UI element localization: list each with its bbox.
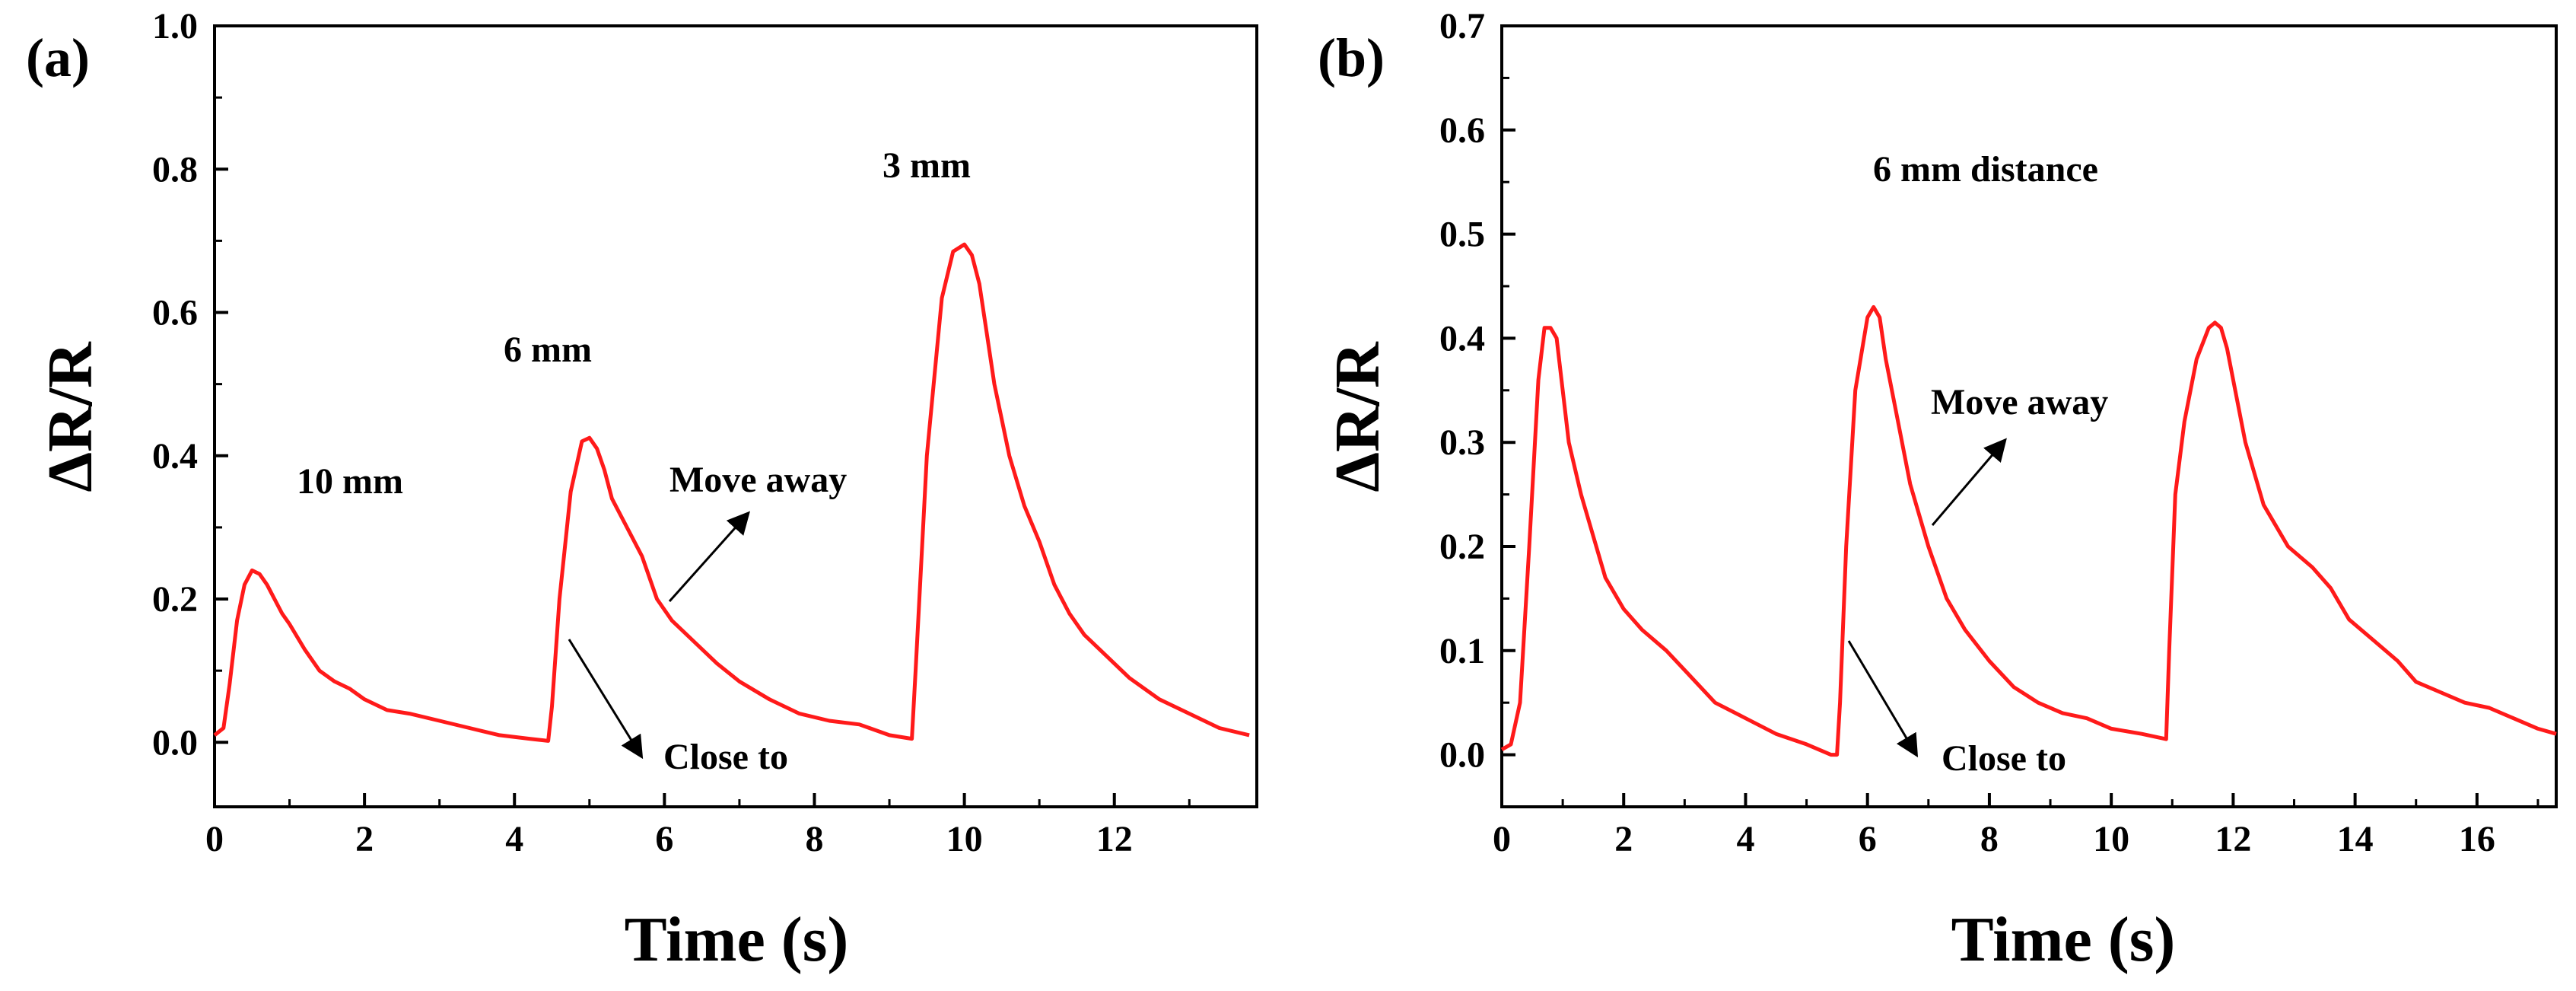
panel-label-a: (a) — [26, 27, 90, 88]
x-axis-ticks-b — [1500, 793, 2539, 807]
arrow-move-away-a — [668, 511, 751, 603]
y-tick-label: 1.0 — [152, 6, 198, 46]
annotation-6mm-distance: 6 mm distance — [1873, 149, 2098, 190]
y-tick-labels-b: 0.0 0.1 0.2 0.3 0.4 0.5 0.6 0.7 — [1439, 6, 1485, 776]
annotation-10mm: 10 mm — [297, 461, 403, 502]
annotation-move-away-a: Move away — [669, 460, 847, 500]
y-axis-ticks-a — [215, 24, 228, 744]
y-tick-label: 0.0 — [1439, 735, 1485, 776]
annotation-6mm-a: 6 mm — [504, 330, 592, 370]
x-tick-label: 10 — [946, 819, 983, 859]
x-tick-label: 2 — [355, 819, 374, 859]
arrow-close-to-b — [1847, 640, 1919, 758]
y-tick-labels-a: 0.0 0.2 0.4 0.6 0.8 1.0 — [152, 6, 198, 763]
annotation-close-to-b: Close to — [1942, 738, 2066, 779]
x-tick-label: 4 — [1736, 819, 1754, 859]
x-tick-label: 2 — [1614, 819, 1633, 859]
arrow-move-away-b — [1931, 438, 2007, 526]
y-tick-label: 0.4 — [152, 436, 198, 476]
plot-frame-b — [1500, 24, 2558, 808]
x-tick-labels-a: 0 2 4 6 8 10 12 — [205, 819, 1133, 859]
arrow-close-to-a — [568, 639, 644, 760]
y-tick-label: 0.6 — [152, 293, 198, 333]
x-tick-label: 12 — [1096, 819, 1133, 859]
x-tick-label: 0 — [205, 819, 224, 859]
x-tick-label: 4 — [505, 819, 523, 859]
y-tick-label: 0.2 — [1439, 527, 1485, 567]
x-tick-label: 14 — [2337, 819, 2374, 859]
y-tick-label: 0.5 — [1439, 215, 1485, 255]
x-tick-label: 12 — [2215, 819, 2251, 859]
y-tick-label: 0.8 — [152, 149, 198, 190]
x-tick-label: 16 — [2459, 819, 2495, 859]
chart-panel-a: (a) 0.0 0.2 0.4 0.6 0.8 1.0 0 2 4 6 8 10 12 ΔR/R Ti… — [26, 6, 1258, 975]
x-tick-label: 8 — [805, 819, 823, 859]
x-tick-label: 10 — [2093, 819, 2129, 859]
y-tick-label: 0.2 — [152, 579, 198, 620]
x-tick-labels-b: 0 2 4 6 8 10 12 14 16 — [1493, 819, 2495, 859]
data-line-b — [1500, 304, 2557, 757]
panel-label-b: (b) — [1318, 27, 1385, 88]
annotation-close-to-a: Close to — [663, 737, 788, 777]
x-tick-label: 0 — [1493, 819, 1511, 859]
y-tick-label: 0.1 — [1439, 631, 1485, 671]
chart-panel-b: (b) 0.0 0.1 0.2 0.3 0.4 0.5 0.6 0.7 0 2 4 6 8 10 12 14… — [1318, 6, 2558, 975]
x-tick-label: 8 — [1980, 819, 1999, 859]
x-axis-title-a: Time (s) — [625, 904, 849, 975]
y-tick-label: 0.4 — [1439, 318, 1485, 358]
y-tick-label: 0.7 — [1439, 6, 1485, 46]
y-tick-label: 0.0 — [152, 722, 198, 763]
x-tick-label: 6 — [655, 819, 673, 859]
data-line-a — [213, 242, 1250, 743]
y-axis-title-b: ΔR/R — [1322, 341, 1393, 492]
plot-frame-a — [213, 24, 1258, 808]
x-axis-ticks-a — [213, 793, 1191, 807]
y-axis-title-a: ΔR/R — [35, 341, 106, 492]
y-tick-label: 0.3 — [1439, 422, 1485, 463]
y-axis-ticks-b — [1502, 24, 1515, 757]
x-tick-label: 6 — [1859, 819, 1877, 859]
annotation-move-away-b: Move away — [1931, 382, 2108, 422]
x-axis-title-b: Time (s) — [1951, 904, 2176, 975]
y-tick-label: 0.6 — [1439, 110, 1485, 151]
annotation-3mm: 3 mm — [883, 145, 971, 186]
